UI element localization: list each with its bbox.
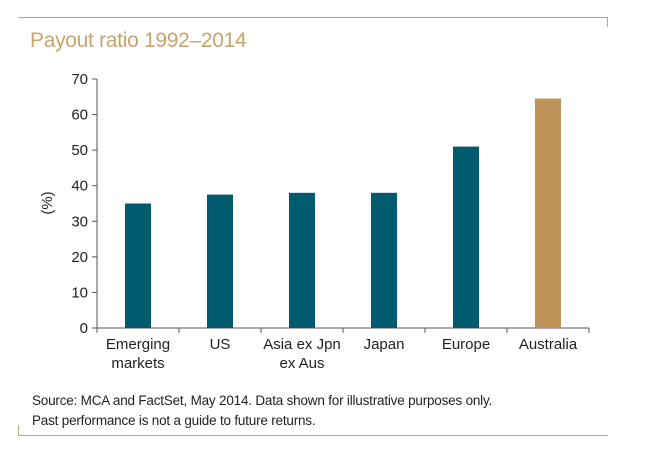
bar: [289, 192, 315, 328]
disclaimer-note: Past performance is not a guide to futur…: [32, 413, 316, 428]
y-tick-label: 20: [71, 249, 88, 266]
chart-title: Payout ratio 1992–2014: [30, 29, 247, 52]
chart-axes: [92, 78, 590, 333]
bars-group: [125, 98, 561, 328]
x-tick-label: US: [210, 336, 231, 353]
x-tick-label: Australia: [519, 336, 578, 353]
bar: [371, 192, 397, 328]
frame-top-line: [18, 17, 608, 18]
x-tick-label: Europe: [442, 336, 490, 353]
y-tick-label: 40: [71, 178, 88, 195]
x-tick-labels: Emerging markets US Asia ex Jpn ex Aus Japan E…: [106, 336, 578, 372]
bar: [125, 203, 151, 328]
bar: [535, 98, 561, 328]
frame-bottom-line: [18, 435, 608, 436]
y-tick-labels: 0 10 20 30 40 50 60 70: [71, 71, 88, 337]
y-tick-label: 0: [80, 320, 88, 337]
x-tick-label: Emerging markets: [106, 336, 170, 372]
x-tick-label: Japan: [364, 336, 405, 353]
y-tick-label: 50: [71, 142, 88, 159]
y-tick-label: 70: [71, 71, 88, 88]
y-tick-label: 10: [71, 284, 88, 301]
bar: [453, 146, 479, 328]
frame-right-tick-top: [607, 17, 608, 27]
y-axis-label: (%): [39, 191, 56, 214]
y-tick-label: 60: [71, 107, 88, 124]
bar: [207, 194, 233, 328]
x-tick-label: Asia ex Jpn ex Aus: [263, 336, 341, 372]
y-tick-label: 30: [71, 213, 88, 230]
frame-left-tick-bottom: [18, 425, 19, 436]
source-note: Source: MCA and FactSet, May 2014. Data …: [32, 393, 493, 408]
